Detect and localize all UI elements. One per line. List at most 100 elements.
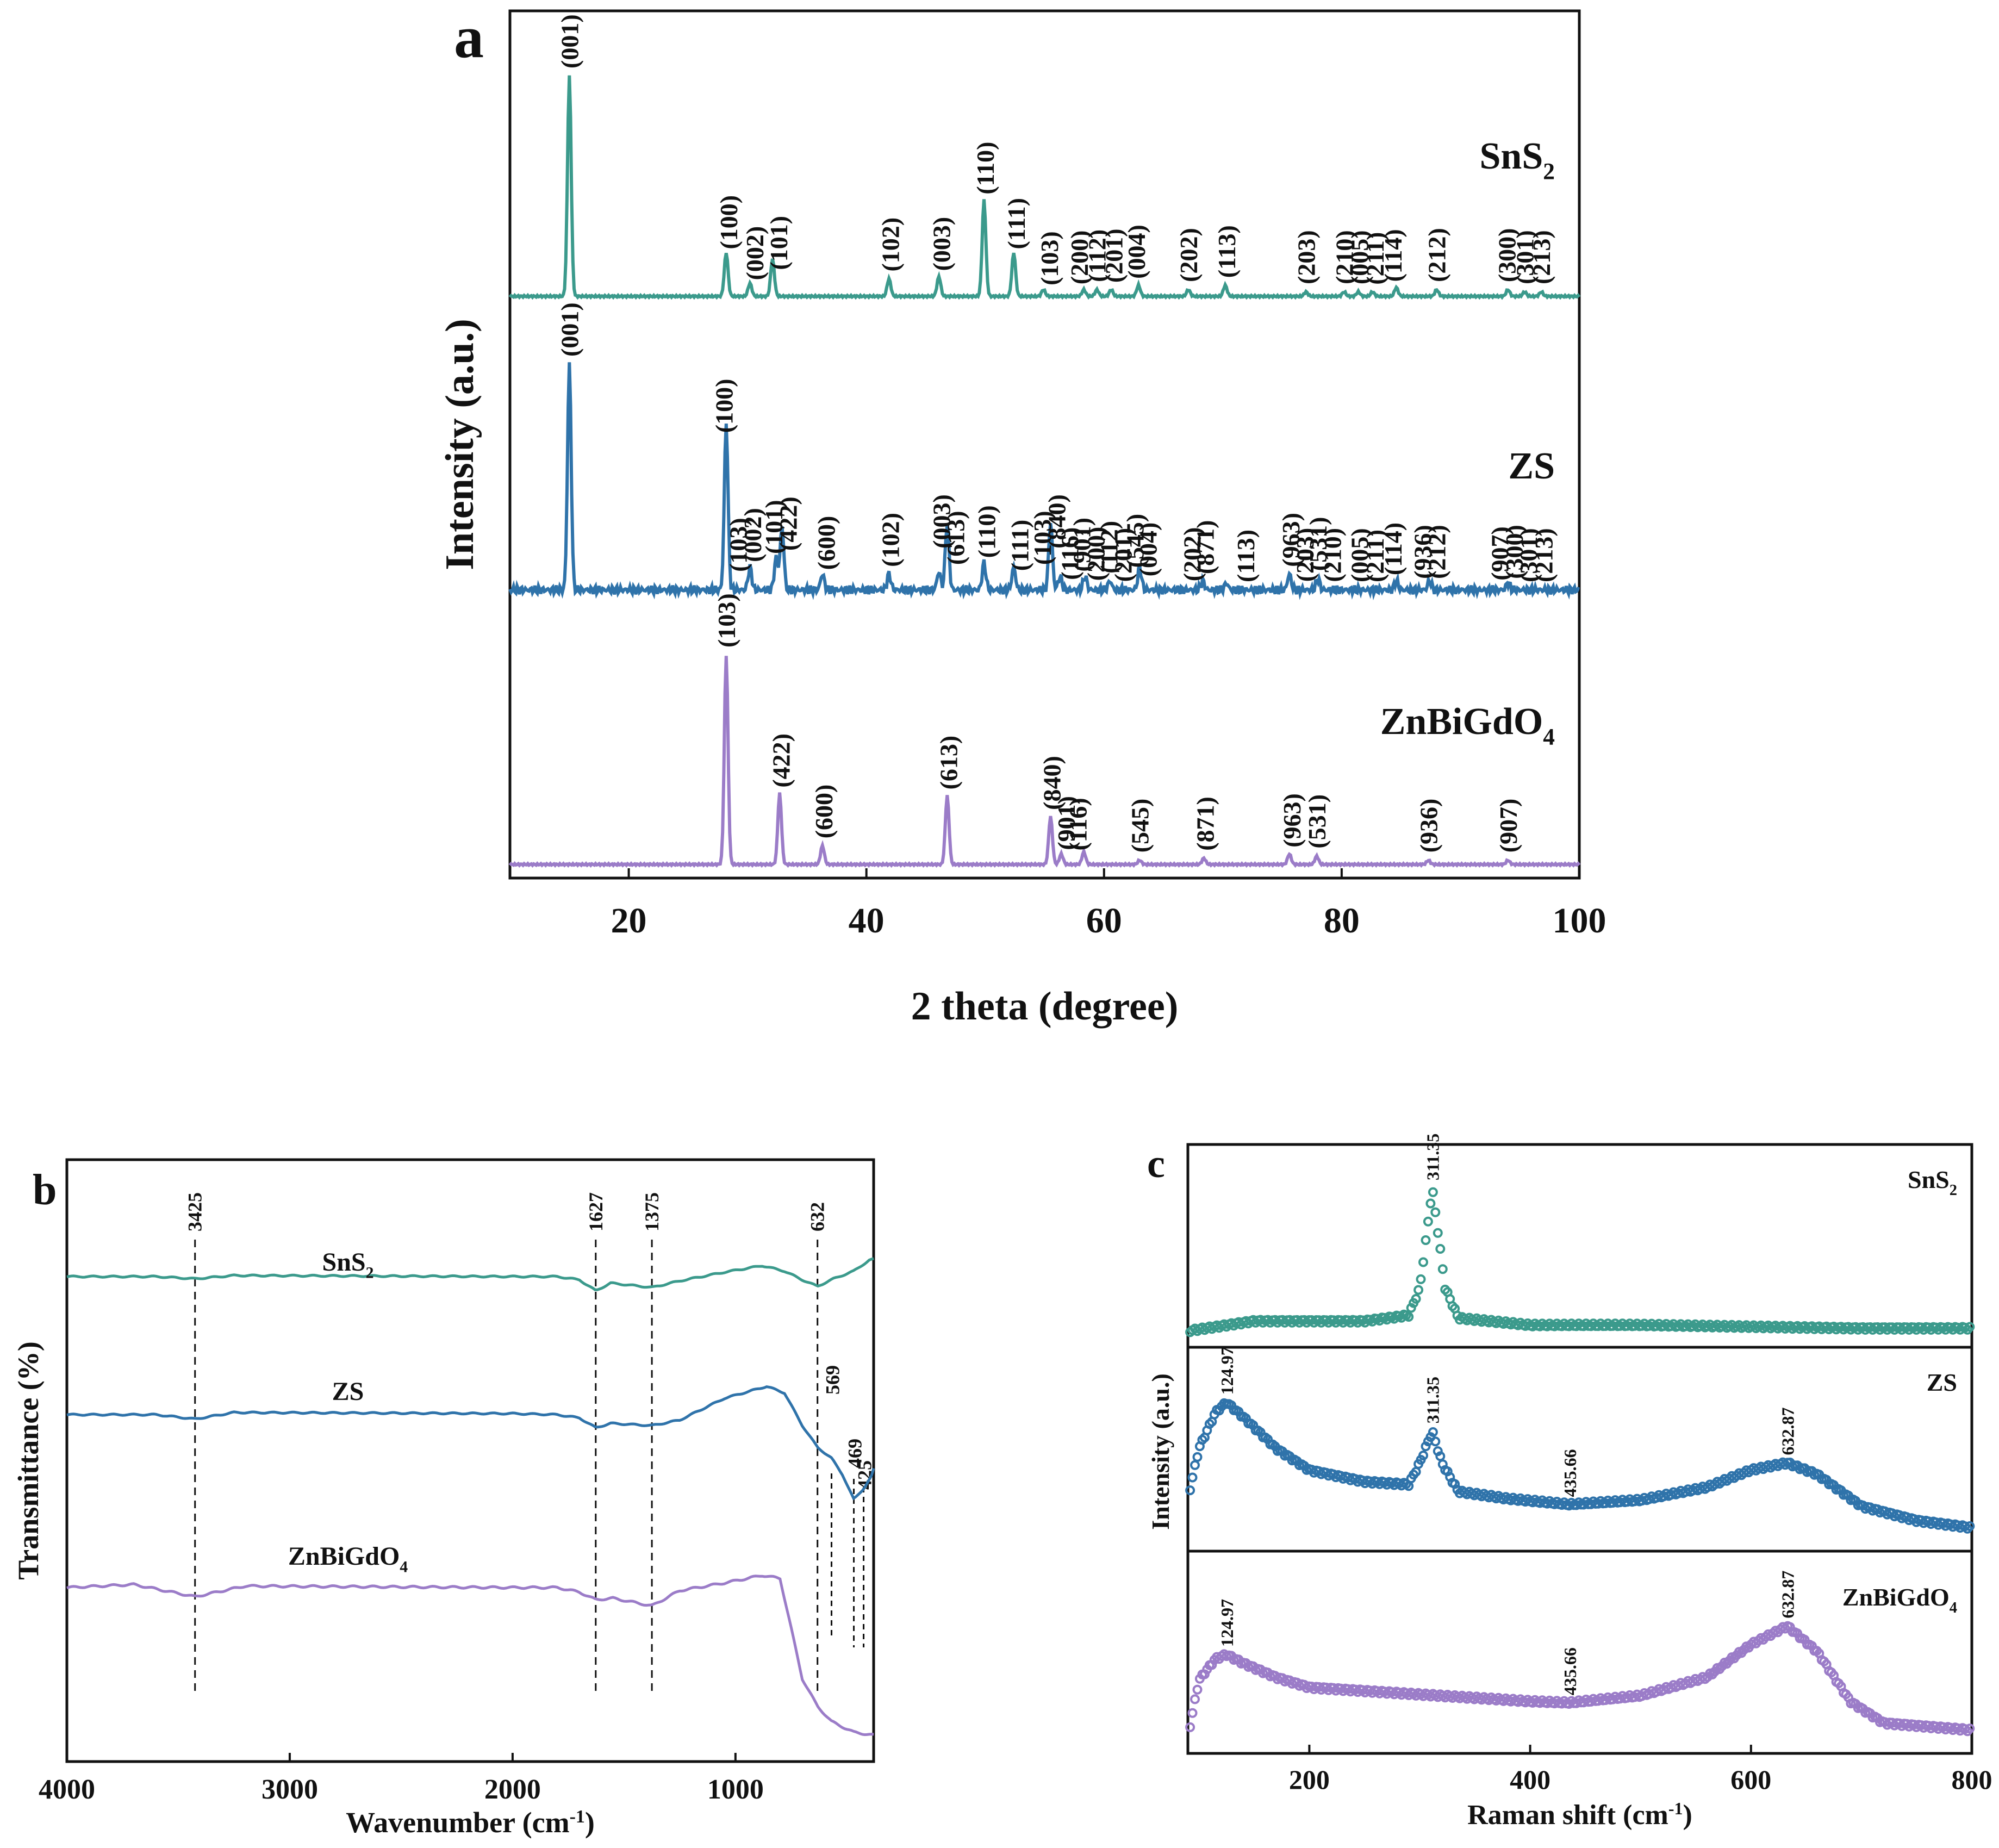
xrd-series-name: ZnBiGdO4: [1380, 701, 1555, 750]
raman-point: [1406, 1303, 1416, 1313]
panel-b-label: b: [33, 1166, 57, 1214]
xrd-peak-label: (600): [812, 516, 840, 570]
xrd-peak-label: (004): [1123, 225, 1150, 279]
raman-point: [1428, 1427, 1438, 1437]
raman-peak-label: 435.66: [1560, 1449, 1580, 1497]
raman-point: [1965, 1521, 1975, 1531]
ftir-x-axis-label: Wavenumber (cm-1): [346, 1806, 595, 1839]
panel-a-label: a: [454, 4, 484, 70]
raman-point: [1192, 1452, 1203, 1462]
xrd-peak-label: (005): [1346, 230, 1374, 284]
raman-x-tick-label: 400: [1510, 1764, 1550, 1795]
xrd-x-tick-label: 100: [1553, 901, 1606, 941]
xrd-peak-label: (901): [1053, 796, 1080, 850]
xrd-peak-label: (210): [1318, 528, 1346, 582]
xrd-peak-label: (613): [942, 511, 970, 565]
xrd-peak-label: (004): [1135, 522, 1162, 577]
ftir-series-line: [66, 1385, 875, 1501]
xrd-peak-label: (871): [1192, 520, 1219, 575]
xrd-peak-label: (213): [1528, 230, 1555, 284]
raman-x-tick-label: 600: [1730, 1764, 1771, 1795]
xrd-peak-label: (907): [1494, 799, 1522, 853]
xrd-peak-label: (113): [1232, 530, 1260, 582]
raman-point: [1421, 1235, 1431, 1245]
ftir-x-tick-label: 3000: [261, 1774, 318, 1805]
raman-x-tick-label: 800: [1952, 1764, 1992, 1795]
xrd-peak-label: (003): [927, 217, 955, 271]
xrd-peak-label: (116): [1056, 527, 1083, 580]
xrd-peak-label: (114): [1379, 229, 1407, 282]
raman-x-axis-label: Raman shift (cm-1): [1467, 1799, 1692, 1831]
raman-series-name: SnS2: [1908, 1166, 1957, 1199]
xrd-peak-label: (201): [1100, 228, 1128, 283]
ftir-marker-label: 1375: [641, 1192, 663, 1231]
raman-point: [1423, 1216, 1433, 1227]
raman-point: [1411, 1294, 1421, 1304]
xrd-y-axis-label: Intensity (a.u.): [438, 319, 482, 570]
xrd-peak-label: (545): [1122, 514, 1149, 568]
ftir-marker-label: 1627: [585, 1192, 607, 1231]
ftir-plot-frame: [65, 1158, 875, 1763]
raman-point: [1418, 1451, 1428, 1460]
xrd-peak-label: (211): [1361, 530, 1389, 582]
xrd-series-line: [508, 75, 1581, 300]
xrd-peak-label: (936): [1409, 525, 1437, 579]
raman-point: [1437, 1264, 1448, 1274]
xrd-series-name: SnS2: [1480, 135, 1555, 185]
raman-point: [1185, 1722, 1195, 1732]
raman-point: [1187, 1708, 1198, 1718]
raman-series-name: ZnBiGdO4: [1842, 1583, 1957, 1616]
xrd-peak-label: (202): [1179, 527, 1206, 582]
xrd-peak-label: (203): [1292, 230, 1320, 284]
xrd-peak-label: (840): [1038, 756, 1066, 810]
xrd-peak-label: (101): [765, 216, 793, 270]
raman-point: [1190, 1460, 1200, 1470]
raman-series-name: ZS: [1927, 1368, 1957, 1396]
xrd-peak-label: (100): [715, 195, 743, 250]
panel-c-label: c: [1147, 1142, 1165, 1186]
xrd-peak-label: (202): [1175, 228, 1203, 282]
xrd-series-name: ZS: [1508, 445, 1555, 487]
xrd-peak-label: (110): [973, 505, 1000, 558]
xrd-peak-label: (203): [1291, 528, 1319, 582]
ftir-x-tick-label: 1000: [707, 1774, 764, 1805]
xrd-peak-label: (301): [1515, 528, 1542, 582]
raman-point: [1425, 1198, 1436, 1209]
xrd-peak-label: (212): [1423, 525, 1451, 579]
raman-point: [1190, 1694, 1200, 1704]
raman-point: [1207, 1660, 1217, 1670]
ftir-extra-label: 569: [822, 1365, 844, 1395]
xrd-peak-label: (005): [1346, 528, 1374, 582]
xrd-peak-label: (212): [1423, 228, 1451, 282]
raman-point: [1435, 1244, 1446, 1254]
xrd-peak-label: (422): [774, 496, 802, 551]
raman-x-tick-label: 200: [1289, 1764, 1330, 1795]
raman-point: [1785, 1622, 1795, 1632]
xrd-peak-label: (114): [1379, 522, 1407, 575]
xrd-peak-label: (003): [927, 494, 955, 549]
xrd-peak-label: (422): [767, 733, 795, 788]
raman-peak-label: 632.87: [1778, 1571, 1798, 1619]
raman-series-points: [1185, 1621, 1975, 1737]
xrd-x-axis-label: 2 theta (degree): [911, 984, 1179, 1029]
raman-peak-label: 632.87: [1778, 1408, 1798, 1455]
xrd-peak-label: (116): [1064, 798, 1092, 850]
raman-peak-label: 311.35: [1423, 1134, 1443, 1180]
xrd-x-tick-label: 60: [1086, 901, 1122, 941]
xrd-peak-label: (110): [972, 142, 999, 195]
raman-point: [1192, 1684, 1203, 1695]
xrd-peak-label: (111): [1002, 198, 1030, 250]
xrd-peak-label: (103): [1029, 511, 1056, 565]
xrd-peak-label: (002): [741, 226, 769, 281]
raman-point: [1807, 1641, 1817, 1651]
xrd-peak-label: (103): [725, 518, 752, 572]
ftir-marker-label: 3425: [184, 1192, 206, 1231]
raman-point: [1413, 1285, 1424, 1295]
xrd-x-tick-label: 20: [611, 901, 647, 941]
xrd-peak-label: (001): [556, 302, 583, 357]
xrd-peak-label: (301): [1511, 230, 1539, 284]
ftir-x-tick-label: 2000: [484, 1774, 541, 1805]
raman-point: [1430, 1436, 1441, 1447]
xrd-peak-label: (002): [739, 508, 767, 562]
